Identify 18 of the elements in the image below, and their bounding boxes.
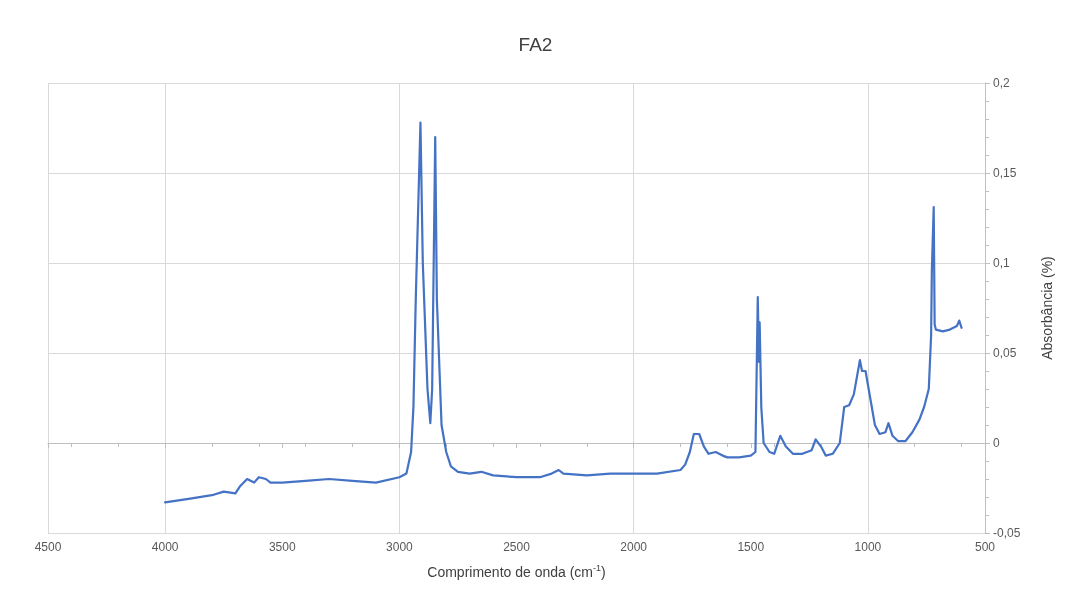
y-tick-label: 0,1 xyxy=(993,256,1011,270)
y-tick-label: -0,05 xyxy=(993,526,1021,540)
x-tick-label: 1000 xyxy=(854,540,882,554)
x-tick-label: 2000 xyxy=(620,540,648,554)
x-tick-label: 3500 xyxy=(268,540,296,554)
x-tick-label: 4000 xyxy=(151,540,179,554)
y-axis-title: Absorbância (%) xyxy=(1039,256,1055,360)
x-tick-label: 3000 xyxy=(386,540,414,554)
y-tick-label: 0 xyxy=(993,436,1000,450)
y-tick-label: 0,05 xyxy=(993,346,1017,360)
line-series xyxy=(164,121,963,504)
chart-title: FA2 xyxy=(518,34,553,55)
y-tick-label: 0,15 xyxy=(993,166,1017,180)
x-tick-label: 4500 xyxy=(34,540,62,554)
x-tick-label: 2500 xyxy=(503,540,531,554)
x-tick-label: 500 xyxy=(974,540,996,554)
y-tick-label: 0,2 xyxy=(993,76,1011,90)
x-tick-label: 1500 xyxy=(737,540,765,554)
